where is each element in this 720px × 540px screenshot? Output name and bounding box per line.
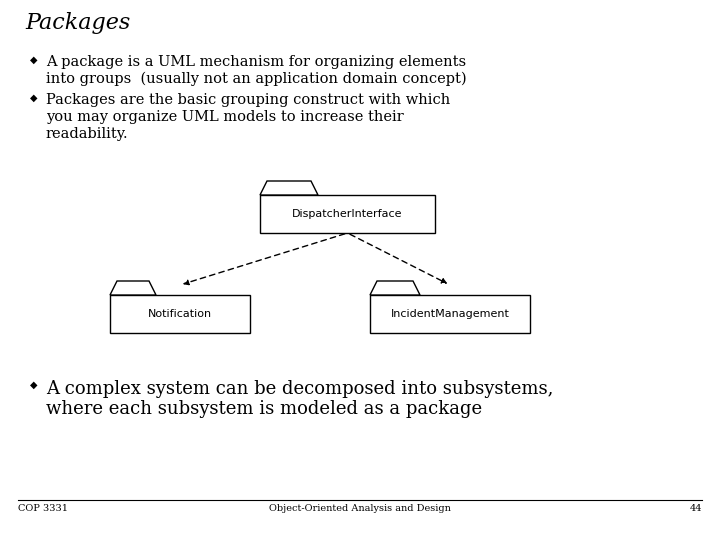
Text: into groups  (usually not an application domain concept): into groups (usually not an application … — [46, 72, 467, 86]
Text: IncidentManagement: IncidentManagement — [390, 309, 510, 319]
Text: COP 3331: COP 3331 — [18, 504, 68, 513]
Polygon shape — [110, 281, 156, 295]
Text: readability.: readability. — [46, 127, 129, 141]
Text: A package is a UML mechanism for organizing elements: A package is a UML mechanism for organiz… — [46, 55, 466, 69]
Text: ◆: ◆ — [30, 93, 37, 103]
Text: A complex system can be decomposed into subsystems,: A complex system can be decomposed into … — [46, 380, 554, 398]
Polygon shape — [370, 281, 420, 295]
Text: Packages: Packages — [25, 12, 130, 34]
Text: you may organize UML models to increase their: you may organize UML models to increase … — [46, 110, 404, 124]
Text: ◆: ◆ — [30, 55, 37, 65]
Text: Object-Oriented Analysis and Design: Object-Oriented Analysis and Design — [269, 504, 451, 513]
Bar — [370, 295, 530, 333]
Polygon shape — [260, 181, 318, 195]
Bar — [110, 295, 250, 333]
Bar — [260, 195, 435, 233]
Text: Notification: Notification — [148, 309, 212, 319]
Text: 44: 44 — [690, 504, 702, 513]
Text: where each subsystem is modeled as a package: where each subsystem is modeled as a pac… — [46, 400, 482, 418]
Text: Packages are the basic grouping construct with which: Packages are the basic grouping construc… — [46, 93, 450, 107]
Text: ◆: ◆ — [30, 380, 37, 390]
Text: DispatcherInterface: DispatcherInterface — [292, 209, 402, 219]
